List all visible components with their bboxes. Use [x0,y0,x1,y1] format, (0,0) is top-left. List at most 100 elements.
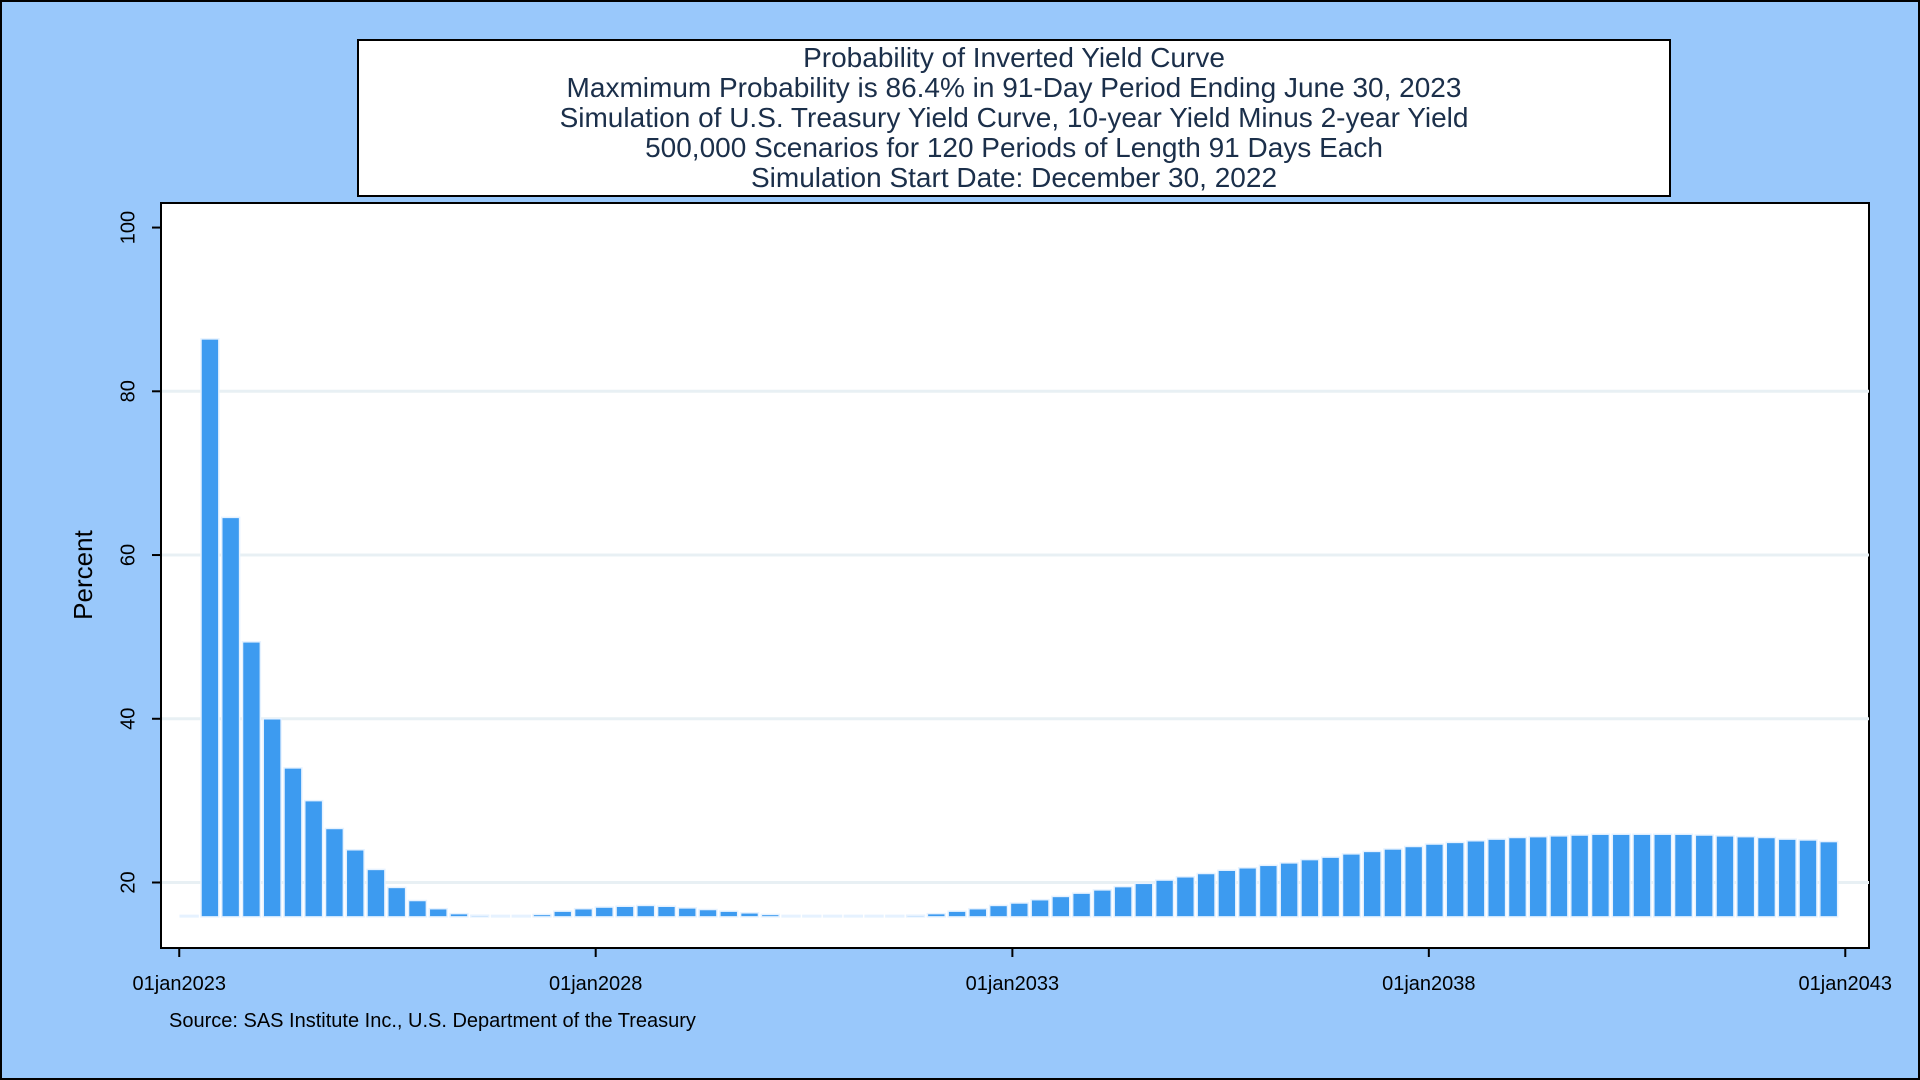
title-box: Probability of Inverted Yield Curve Maxm… [357,39,1671,197]
bar [1590,833,1611,918]
source-note: Source: SAS Institute Inc., U.S. Departm… [169,1010,696,1032]
bar [1341,853,1362,918]
bar [1175,876,1196,918]
bar [470,914,490,918]
bar [739,912,760,918]
bar [615,905,635,918]
bar [366,868,386,918]
bar [449,912,469,918]
bar [532,913,552,918]
bar [1819,840,1839,918]
bar [1507,836,1528,918]
bar [1756,836,1777,918]
bar [1798,839,1818,918]
bar [262,718,282,918]
bar [1113,885,1133,918]
x-tick-label: 01jan2028 [549,973,642,995]
bar [1466,840,1486,918]
bar [1071,892,1092,918]
bar [1424,843,1445,918]
bar [1549,835,1569,918]
x-tick-label: 01jan2038 [1382,973,1475,995]
bar [822,914,843,918]
bar [843,914,863,918]
bar [1383,848,1403,918]
bar [760,913,780,918]
bar [1258,864,1279,918]
bar [1009,902,1030,918]
bar [968,907,988,918]
bar [1653,833,1673,918]
bar [428,907,448,918]
chart-title: Probability of Inverted Yield Curve [803,42,1225,73]
bar [594,906,614,918]
bar [1736,835,1756,918]
bar [179,914,199,918]
bar [1487,838,1507,918]
x-tick-label: 01jan2033 [966,973,1059,995]
bar [324,827,345,918]
chart-subtitle-max-probability: Maxmimum Probability is 86.4% in 91-Day … [566,72,1462,103]
bar [719,910,739,918]
chart-subtitle-start-date: Simulation Start Date: December 30, 2022 [750,162,1278,193]
bar [1611,833,1631,918]
gridlines [161,389,1869,885]
bar [1362,850,1382,918]
axes [160,203,1869,949]
bar [656,905,677,918]
bar [677,907,697,918]
y-tick-label: 100 [117,211,139,244]
bar [864,914,884,918]
bar [490,914,511,918]
bar [1030,898,1050,918]
bar [511,914,531,918]
bar [1570,834,1590,918]
bar [1051,895,1071,918]
bar [926,912,946,918]
bar [283,767,303,918]
bar [1196,872,1216,918]
bar [781,914,801,918]
bar [1300,858,1320,918]
bar [1217,869,1237,918]
bar [802,914,822,918]
y-tick-label: 60 [117,544,139,566]
y-tick-label: 40 [117,708,139,730]
bar [1320,856,1341,918]
bar [905,914,926,918]
chart-subtitle-scenarios: 500,000 Scenarios for 120 Periods of Len… [645,132,1383,163]
bar [636,904,656,918]
bar [1154,879,1175,918]
bar [1279,862,1299,918]
y-tick-label: 80 [117,380,139,402]
bar [221,516,241,918]
bar [573,907,594,918]
bar [241,641,262,918]
bar [1092,889,1113,918]
y-axis-label: Percent [68,529,98,619]
bar [1673,833,1694,918]
bar [1237,867,1258,918]
bar [1445,841,1465,918]
bar [1528,835,1548,918]
chart-subtitle-simulation: Simulation of U.S. Treasury Yield Curve,… [559,102,1469,133]
bar [1777,838,1797,918]
bar [988,904,1009,918]
bar [553,910,573,918]
bar [947,910,967,918]
x-tick-label: 01jan2023 [133,973,226,995]
bar [1632,833,1652,918]
bar [1715,835,1735,918]
bar [345,849,365,918]
x-ticks: 01jan2023 01jan2028 01jan2033 01jan2038 01ja… [133,948,1892,995]
bar [885,914,905,918]
y-tick-label: 20 [117,871,139,893]
bar [1134,882,1154,918]
x-tick-label: 01jan2043 [1799,973,1892,995]
y-ticks: 20 40 60 80 100 [117,211,161,894]
bar [1403,845,1424,918]
bar [698,908,718,918]
bar [304,799,324,918]
plot-area [160,202,1870,949]
